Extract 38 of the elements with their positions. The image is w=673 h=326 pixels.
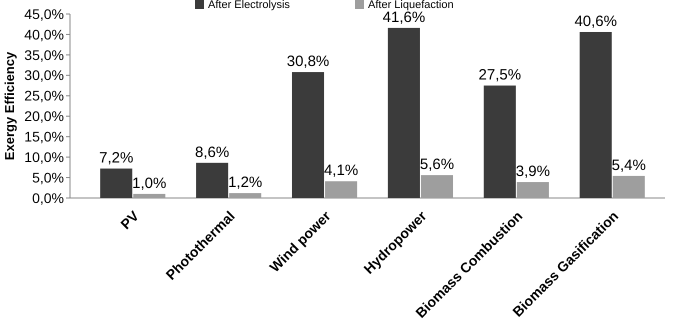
y-tick-label: 0,0% [32, 190, 64, 206]
bar [292, 72, 324, 198]
y-tick-label: 20,0% [24, 108, 64, 124]
y-tick-label: 10,0% [24, 149, 64, 166]
bar [325, 181, 358, 198]
bar [229, 193, 262, 198]
y-tick-label: 5,0% [32, 169, 64, 186]
legend-label: After Liquefaction [368, 0, 454, 11]
data-label: 5,6% [420, 156, 454, 174]
bar [100, 168, 132, 198]
legend-label: After Electrolysis [208, 0, 290, 11]
data-label: 5,4% [612, 156, 646, 174]
y-axis-title: Exergy Efficiency [2, 51, 17, 160]
data-label: 4,1% [324, 162, 358, 180]
data-label: 27,5% [478, 66, 522, 84]
y-tick-label: 45,0% [24, 6, 64, 22]
data-label: 30,8% [286, 53, 330, 70]
data-label: 3,9% [516, 163, 550, 180]
bar [420, 175, 454, 198]
data-label: 40,6% [574, 12, 617, 30]
data-label: 7,2% [99, 150, 134, 167]
bar [580, 32, 612, 198]
y-tick-label: 15,0% [24, 128, 64, 145]
data-label: 1,2% [228, 174, 262, 192]
data-label: 8,6% [195, 144, 230, 161]
bar [516, 182, 549, 198]
bar [612, 176, 645, 198]
bar [484, 86, 516, 198]
data-label: 41,6% [382, 8, 426, 26]
data-label: 1,0% [132, 174, 166, 192]
x-tick-label: PV [117, 207, 142, 232]
bar [133, 194, 166, 198]
y-tick-label: 40,0% [24, 26, 64, 42]
y-tick-label: 30,0% [24, 67, 64, 84]
y-tick-label: 25,0% [24, 88, 64, 104]
bar [388, 28, 420, 198]
bar [196, 162, 228, 198]
y-tick-label: 35,0% [24, 46, 64, 63]
